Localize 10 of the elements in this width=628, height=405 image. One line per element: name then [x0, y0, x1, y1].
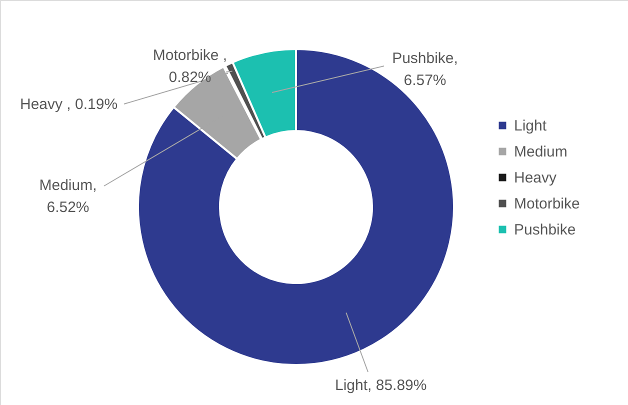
data-label: Light, 85.89%: [335, 377, 427, 394]
data-label: Pushbike, 6.57%: [392, 50, 458, 89]
data-label: Heavy , 0.19%: [20, 96, 118, 113]
legend-label: Motorbike: [514, 196, 580, 212]
legend-label: Pushbike: [514, 222, 576, 238]
data-label: Medium, 6.52%: [39, 177, 97, 216]
legend-label: Medium: [514, 144, 568, 160]
legend-label: Heavy: [514, 170, 558, 186]
legend-label: Light: [514, 118, 548, 134]
data-label: Motorbike , 0.82%: [152, 47, 228, 86]
